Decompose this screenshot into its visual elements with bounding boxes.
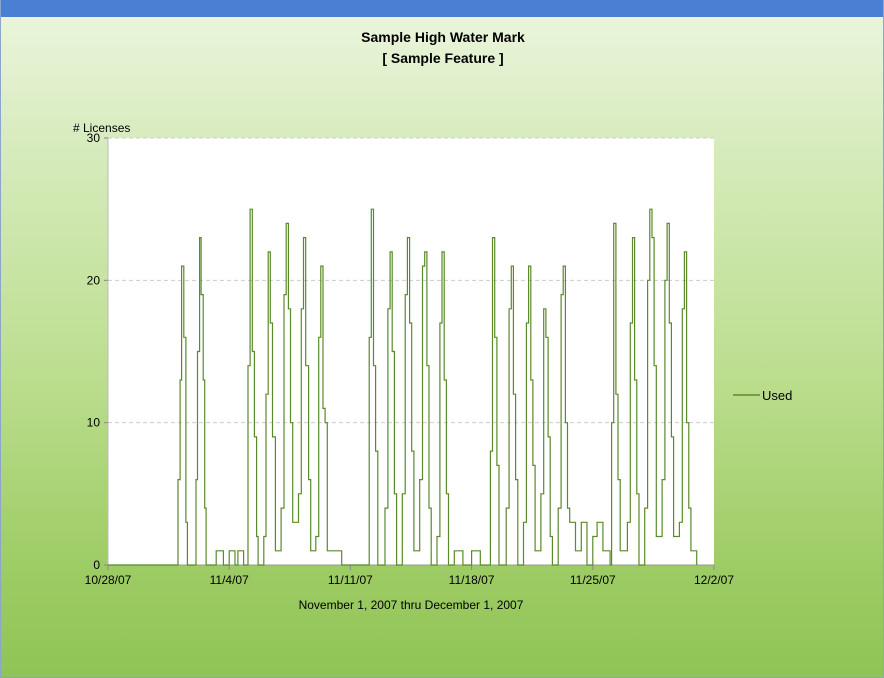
legend-label-used: Used xyxy=(762,388,792,403)
x-tick-label: 11/11/07 xyxy=(328,573,373,587)
chart-title: Sample High Water Mark xyxy=(361,29,525,45)
y-tick-label: 0 xyxy=(93,558,100,572)
x-tick-label: 11/18/07 xyxy=(449,573,495,587)
x-tick-label: 12/2/07 xyxy=(694,573,734,587)
series-line-used xyxy=(108,208,698,566)
y-ticks: 0 10 20 30 xyxy=(87,131,108,572)
x-tick-label: 10/28/07 xyxy=(85,573,132,587)
x-ticks: 10/28/07 11/4/07 11/11/07 11/18/07 11/25/07 1… xyxy=(85,565,734,587)
plot-area xyxy=(108,138,714,565)
legend: Used xyxy=(733,388,792,403)
x-tick-label: 11/25/07 xyxy=(570,573,616,587)
y-tick-label: 20 xyxy=(87,273,101,287)
y-tick-label: 30 xyxy=(87,131,101,145)
x-tick-label: 11/4/07 xyxy=(210,573,249,587)
y-axis-label: # Licenses xyxy=(73,121,130,135)
window-title-bar xyxy=(1,0,883,17)
y-tick-label: 10 xyxy=(87,416,101,430)
chart-subtitle: [ Sample Feature ] xyxy=(382,50,504,66)
x-axis-label: November 1, 2007 thru December 1, 2007 xyxy=(299,598,524,612)
